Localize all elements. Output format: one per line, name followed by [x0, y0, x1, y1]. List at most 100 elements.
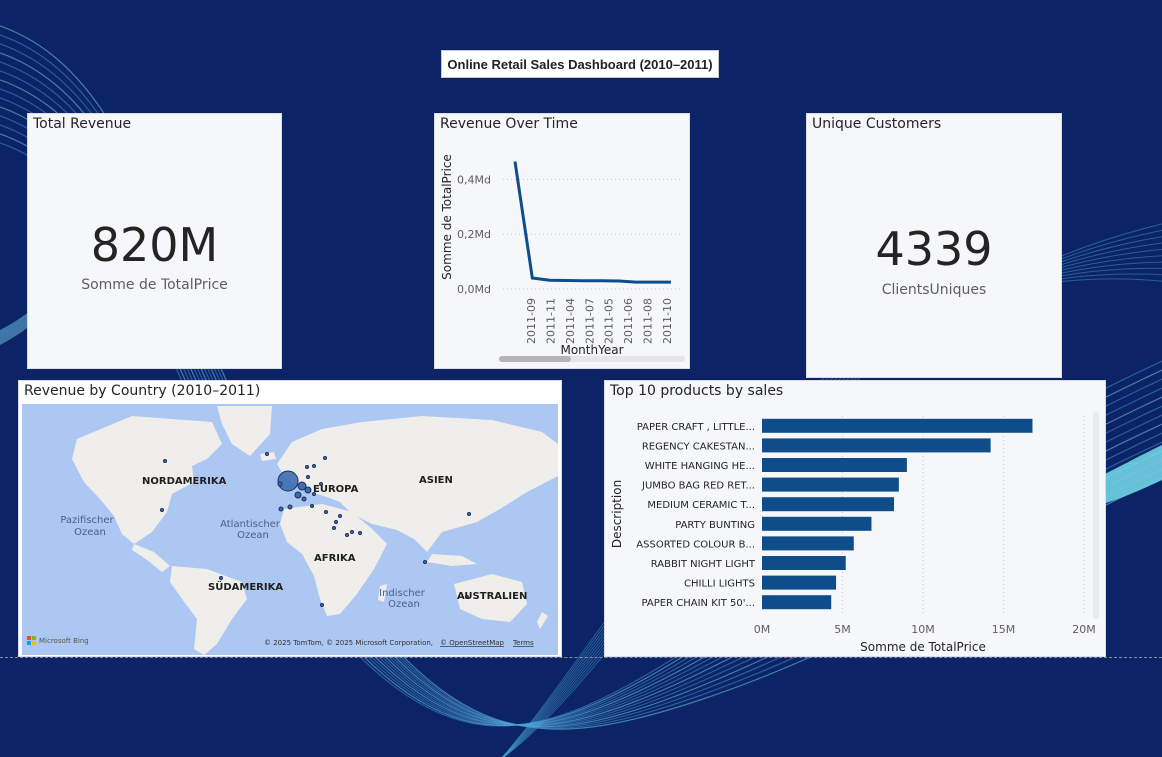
y-tick-label: 0,0Md — [457, 283, 491, 296]
card-title: Revenue by Country (2010–2011) — [24, 383, 261, 399]
bar[interactable] — [762, 516, 872, 531]
bubble-france — [294, 491, 302, 499]
bubble-israel — [332, 526, 336, 530]
bar[interactable] — [762, 418, 1033, 433]
world-map[interactable]: NORDAMERIKA EUROPA ASIEN AFRIKA SÜDAMERI… — [22, 404, 558, 655]
x-tick-label: 20M — [1072, 623, 1096, 636]
category-label: PARTY BUNTING — [675, 520, 755, 531]
x-tick-label: 2011-10 — [661, 298, 674, 344]
label-europe: EUROPA — [313, 484, 359, 495]
greenland-shape — [217, 406, 272, 456]
total-revenue-card[interactable]: Total Revenue 820M Somme de TotalPrice — [27, 113, 282, 369]
card-title: Total Revenue — [33, 116, 132, 132]
scrollbar-thumb[interactable] — [499, 356, 571, 362]
osm-link[interactable]: © OpenStreetMap — [440, 639, 505, 647]
y-tick-label: 0,2Md — [457, 228, 491, 241]
bar[interactable] — [762, 497, 895, 512]
card-title: Top 10 products by sales — [610, 383, 784, 399]
bubble-norway — [305, 465, 309, 469]
indonesia-shape — [427, 554, 477, 566]
label-atlantic-1: Atlantischer — [220, 519, 281, 530]
map-copyright: © 2025 TomTom, © 2025 Microsoft Corporat… — [264, 639, 433, 647]
bar[interactable] — [762, 458, 907, 472]
revenue-over-time-card[interactable]: Revenue Over Time 0,0Md 0,2Md 0,4Md 2011-09… — [434, 113, 690, 369]
y-tick-label: 0,4Md — [457, 173, 491, 186]
bubble-united-kingdom — [277, 470, 299, 492]
bar[interactable] — [762, 477, 899, 492]
bing-logo: Microsoft Bing — [27, 636, 89, 645]
page-divider — [0, 657, 1162, 658]
category-label: REGENCY CAKESTAN... — [642, 441, 755, 452]
category-label: RABBIT NIGHT LIGHT — [651, 559, 756, 570]
bubble-south-africa — [320, 603, 324, 607]
label-australia: AUSTRALIEN — [457, 591, 527, 602]
bubble-singapore — [423, 560, 427, 564]
bubble-lebanon — [334, 520, 338, 524]
bubble-greece — [324, 510, 328, 514]
x-tick-label: 2011-09 — [525, 298, 538, 344]
y-axis-title: Somme de TotalPrice — [440, 154, 454, 280]
bar[interactable] — [762, 575, 837, 590]
bubble-sweden — [312, 464, 316, 468]
new-zealand-shape — [537, 612, 548, 629]
label-asia: ASIEN — [419, 475, 453, 486]
bubble-denmark — [306, 475, 310, 479]
label-north-america: NORDAMERIKA — [142, 476, 227, 487]
x-tick-label: 10M — [911, 623, 935, 636]
x-tick-label: 15M — [992, 623, 1016, 636]
card-title: Unique Customers — [812, 116, 942, 132]
bubble-switzerland — [301, 496, 307, 502]
label-south-america: SÜDAMERIKA — [208, 579, 283, 593]
unique-customers-label: ClientsUniques — [881, 282, 987, 298]
bubble-poland — [319, 482, 323, 486]
label-atlantic-2: Ozean — [237, 530, 269, 541]
dashboard-title: Online Retail Sales Dashboard (2010–2011… — [441, 50, 719, 78]
bubble-cyprus — [338, 514, 342, 518]
bubble-canada — [163, 459, 167, 463]
bubble-australia — [465, 595, 469, 599]
bar[interactable] — [762, 556, 846, 570]
terms-link[interactable]: Terms — [512, 639, 534, 647]
bubble-iceland — [265, 452, 269, 456]
y-axis-title: Description — [610, 480, 624, 548]
x-axis-title: Somme de TotalPrice — [860, 640, 986, 654]
bubble-uae — [350, 530, 354, 534]
category-label: CHILLI LIGHTS — [684, 579, 755, 590]
x-tick-label: 5M — [834, 623, 851, 636]
scrollbar-track[interactable] — [1093, 411, 1099, 619]
iceland-shape — [260, 452, 276, 461]
category-label: PAPER CHAIN KIT 50'... — [642, 598, 755, 609]
bar[interactable] — [762, 438, 991, 453]
label-africa: AFRIKA — [314, 553, 356, 564]
bubble-ireland — [277, 481, 283, 487]
bar[interactable] — [762, 595, 832, 610]
revenue-by-country-card[interactable]: Revenue by Country (2010–2011) — [18, 380, 562, 657]
bar[interactable] — [762, 536, 854, 551]
x-tick-label: 2011-06 — [622, 298, 635, 344]
label-pacific-2: Ozean — [74, 527, 106, 538]
bubble-italy — [310, 504, 314, 508]
revenue-line-chart: 0,0Md 0,2Md 0,4Md 2011-09 2011-11 2011-04 2011… — [440, 154, 685, 362]
category-label: ASSORTED COLOUR B... — [636, 539, 755, 550]
top-products-bar-chart: 0M 5M 10M 15M 20M PAPER CRAFT , LITTLE... REGE… — [610, 411, 1099, 654]
label-indian-1: Indischer — [379, 588, 426, 599]
category-label: WHITE HANGING HE... — [645, 461, 755, 472]
x-tick-label: 2011-07 — [583, 298, 596, 344]
x-tick-label: 2011-05 — [603, 298, 616, 344]
category-label: PAPER CRAFT , LITTLE... — [637, 422, 755, 433]
bubble-netherlands — [297, 481, 307, 491]
central-america-shape — [132, 544, 170, 572]
total-revenue-label: Somme de TotalPrice — [81, 277, 228, 293]
bubble-spain — [287, 504, 293, 510]
bubble-germany — [304, 486, 312, 494]
x-tick-label: 2011-08 — [642, 298, 655, 344]
eurasia-shape — [277, 416, 558, 552]
unique-customers-card[interactable]: Unique Customers 4339 ClientsUniques — [806, 113, 1062, 378]
x-tick-label: 2011-04 — [564, 298, 577, 344]
bubble-finland — [323, 456, 327, 460]
south-america-shape — [170, 566, 247, 655]
bubble-usa — [160, 508, 164, 512]
category-label: JUMBO BAG RED RET... — [641, 481, 755, 492]
madagascar-shape — [378, 584, 387, 602]
top-products-card[interactable]: Top 10 products by sales 0M 5M 10M 15M 20M PA… — [604, 380, 1106, 657]
